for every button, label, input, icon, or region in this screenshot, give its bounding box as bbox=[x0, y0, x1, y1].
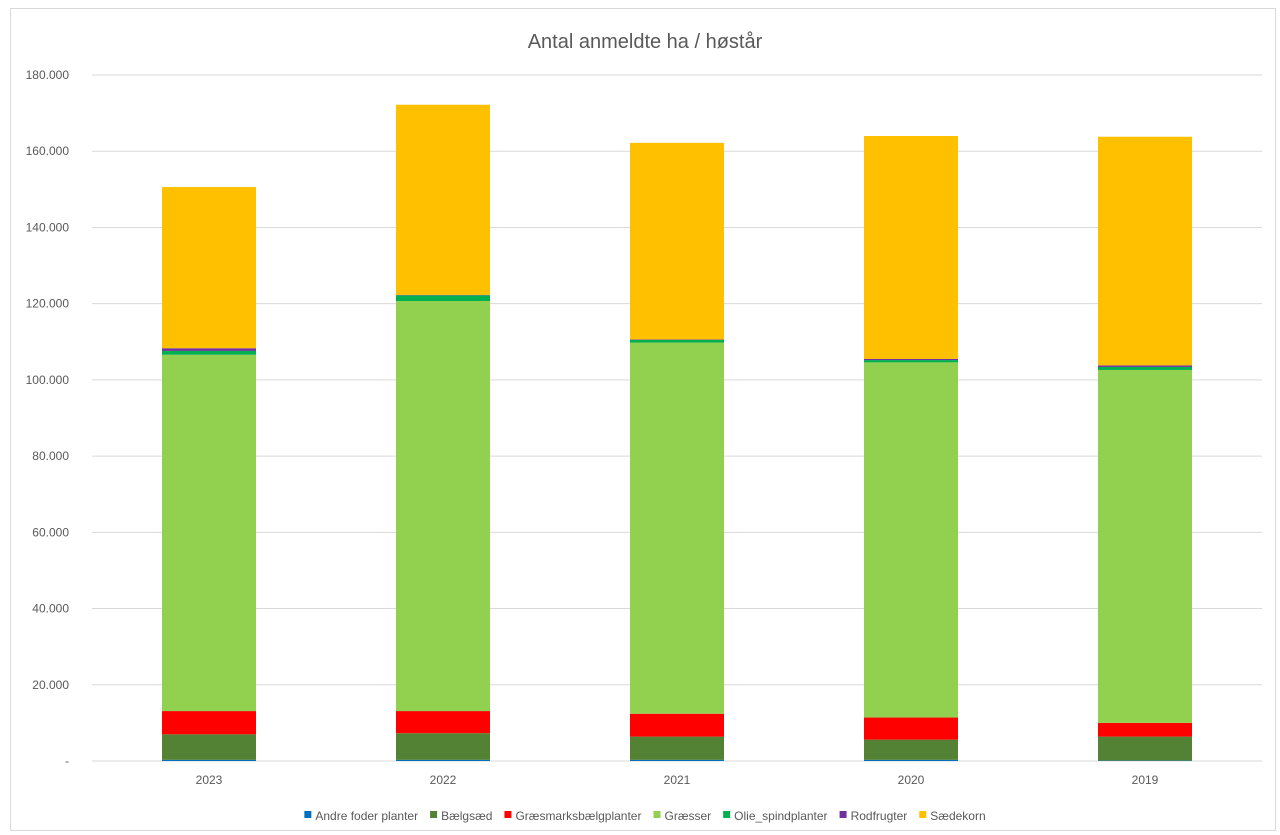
y-tick-label: 140.000 bbox=[26, 220, 70, 234]
y-tick-label: 180.000 bbox=[26, 68, 70, 82]
y-tick-label: 100.000 bbox=[26, 373, 70, 387]
bar-segment bbox=[864, 360, 958, 363]
legend-label: Rodfrugter bbox=[851, 809, 908, 823]
bar-segment bbox=[162, 734, 256, 760]
legend-label: Andre foder planter bbox=[315, 809, 418, 823]
legend: Andre foder planter Bælgsæd Græsmarksbælgp… bbox=[304, 809, 986, 823]
y-tick-label: 120.000 bbox=[26, 297, 70, 311]
bar-segment bbox=[1098, 722, 1192, 737]
bar-segment bbox=[864, 739, 958, 760]
bar-segment bbox=[864, 362, 958, 718]
bar-segment bbox=[630, 736, 724, 760]
bar-segment bbox=[396, 104, 490, 295]
y-tick-label: 40.000 bbox=[32, 602, 69, 616]
bar-segment bbox=[162, 350, 256, 355]
bar-segment bbox=[1098, 136, 1192, 366]
x-tick-label: 2019 bbox=[1132, 773, 1159, 787]
y-tick-label: - bbox=[65, 754, 69, 768]
y-tick-label: 20.000 bbox=[32, 678, 69, 692]
bar-segment bbox=[864, 358, 958, 361]
bars bbox=[162, 104, 1192, 761]
bar-segment bbox=[864, 135, 958, 359]
legend-swatch bbox=[919, 811, 927, 818]
bar-segment bbox=[396, 711, 490, 734]
x-tick-label: 2022 bbox=[430, 773, 457, 787]
x-tick-label: 2021 bbox=[664, 773, 691, 787]
legend-swatch bbox=[839, 811, 847, 818]
bar-segment bbox=[630, 759, 724, 761]
bar-segment bbox=[396, 733, 490, 760]
bar-segment bbox=[396, 300, 490, 712]
chart-title: Antal anmeldte ha / høstår bbox=[528, 31, 763, 53]
bar-segment bbox=[162, 348, 256, 351]
bar-segment bbox=[630, 342, 724, 714]
bar-segment bbox=[864, 759, 958, 761]
legend-label: Sædekorn bbox=[930, 809, 985, 823]
legend-swatch bbox=[504, 811, 512, 818]
legend-swatch bbox=[430, 811, 438, 818]
legend-label: Bælgsæd bbox=[441, 809, 492, 823]
y-tick-label: 160.000 bbox=[26, 144, 70, 158]
legend-label: Græsmarksbælgplanter bbox=[515, 809, 641, 823]
x-tick-label: 2023 bbox=[196, 773, 223, 787]
y-tick-label: 80.000 bbox=[32, 449, 69, 463]
legend-label: Olie_spindplanter bbox=[734, 809, 827, 823]
bar-segment bbox=[162, 711, 256, 735]
bar-segment bbox=[630, 713, 724, 737]
bar-segment bbox=[396, 759, 490, 761]
legend-swatch bbox=[653, 811, 661, 818]
bar-segment bbox=[630, 339, 724, 343]
bar-segment bbox=[396, 295, 490, 301]
bar-segment bbox=[864, 717, 958, 740]
legend-label: Græsser bbox=[664, 809, 711, 823]
bar-segment bbox=[162, 759, 256, 761]
bar-segment bbox=[1098, 366, 1192, 370]
bar-segment bbox=[630, 142, 724, 340]
legend-swatch bbox=[304, 811, 312, 818]
bar-segment bbox=[162, 354, 256, 712]
bar-segment bbox=[1098, 736, 1192, 761]
bar-segment bbox=[1098, 365, 1192, 367]
bar-segment bbox=[1098, 369, 1192, 723]
x-tick-label: 2020 bbox=[898, 773, 925, 787]
legend-swatch bbox=[723, 811, 731, 818]
y-axis-ticks: - 20.000 40.000 60.000 80.000 100.000 120.000 1… bbox=[26, 68, 70, 768]
y-tick-label: 60.000 bbox=[32, 525, 69, 539]
bar-segment bbox=[162, 187, 256, 349]
x-axis-ticks: 2023 2022 2021 2020 2019 bbox=[196, 773, 1159, 787]
